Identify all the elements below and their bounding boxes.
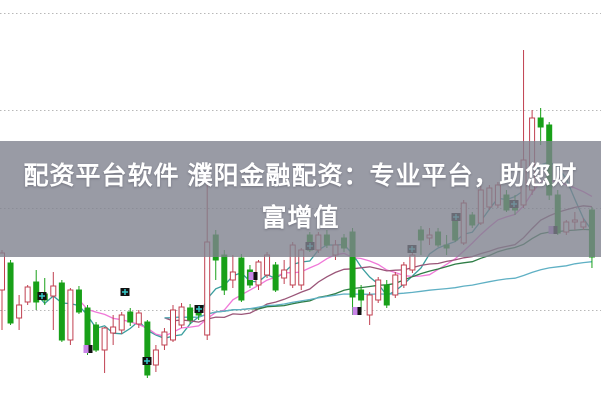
candle-body <box>366 294 373 316</box>
signal-marker-glyph <box>198 306 200 312</box>
candle-body <box>50 285 57 297</box>
candle-body <box>392 274 399 296</box>
candle-body <box>16 304 23 319</box>
banner-title-line1: 配资平台软件 濮阳金融配资：专业平台，助您财 <box>23 162 578 190</box>
candle-body <box>0 252 5 291</box>
signal-marker-glyph <box>41 293 43 299</box>
candle-body <box>537 117 544 128</box>
candle-body <box>358 289 365 301</box>
candle-body <box>93 324 100 351</box>
candle-body <box>67 289 74 341</box>
candle-body <box>221 254 228 291</box>
candle-body <box>383 284 390 306</box>
candle-body <box>101 327 108 351</box>
candle-body <box>127 311 134 323</box>
candle-body <box>152 349 159 366</box>
signal-marker-glyph <box>248 272 254 280</box>
candle-body <box>84 307 91 350</box>
candle-body <box>281 269 288 279</box>
candle-body <box>161 331 168 346</box>
signal-marker-glyph <box>83 345 89 353</box>
candle-body <box>178 306 185 326</box>
candle-body <box>170 309 176 341</box>
title-banner: 配资平台软件 濮阳金融配资：专业平台，助您财 富增值 <box>0 141 601 257</box>
candle-body <box>264 254 271 276</box>
candle-body <box>400 264 407 286</box>
candle-body <box>409 254 416 271</box>
signal-marker-glyph <box>124 289 126 295</box>
banner-title-line2: 富增值 <box>261 204 340 232</box>
candle-body <box>75 289 82 313</box>
candle-body <box>135 312 142 325</box>
candle-body <box>118 314 125 331</box>
candle-body <box>238 257 245 301</box>
candle-body <box>272 264 279 291</box>
candle-body <box>24 286 31 303</box>
candle-body <box>375 279 382 301</box>
candle-body <box>229 271 236 281</box>
candle-body <box>58 282 65 341</box>
signal-marker-glyph <box>146 358 148 364</box>
candle-body <box>187 307 194 321</box>
candle-body <box>110 326 117 334</box>
signal-marker-glyph <box>352 307 358 315</box>
candle-body <box>7 262 14 324</box>
candle-body <box>144 321 151 376</box>
